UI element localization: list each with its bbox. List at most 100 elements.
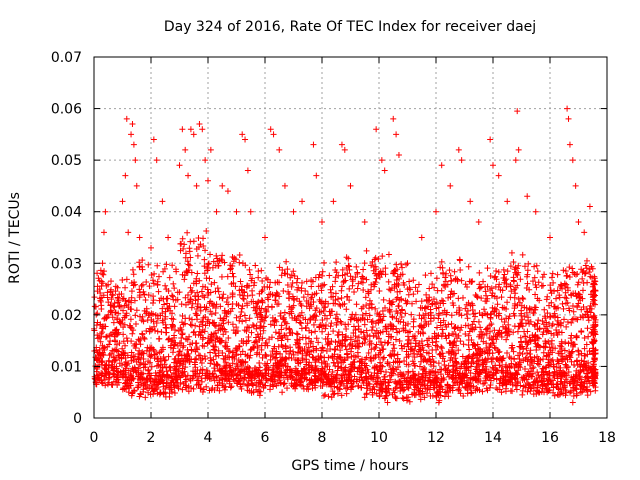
data-point bbox=[110, 319, 117, 326]
data-point bbox=[173, 366, 180, 373]
data-point bbox=[91, 373, 98, 380]
y-tick-label: 0.01 bbox=[51, 359, 82, 375]
data-point bbox=[183, 382, 190, 389]
data-point bbox=[216, 322, 223, 329]
data-point bbox=[290, 268, 297, 275]
data-point bbox=[273, 350, 280, 357]
data-point bbox=[160, 379, 167, 386]
data-point bbox=[511, 355, 518, 362]
data-point bbox=[448, 312, 455, 319]
data-point bbox=[269, 317, 276, 324]
data-point bbox=[510, 277, 517, 284]
data-point bbox=[181, 272, 188, 279]
data-point bbox=[584, 325, 591, 332]
data-point bbox=[256, 290, 263, 297]
data-point bbox=[122, 172, 129, 179]
data-point bbox=[264, 360, 271, 367]
data-point bbox=[214, 382, 221, 389]
data-point bbox=[97, 353, 104, 360]
data-point bbox=[143, 328, 150, 335]
data-point bbox=[174, 383, 181, 390]
data-point bbox=[143, 310, 150, 317]
data-point bbox=[234, 327, 241, 334]
data-point bbox=[535, 279, 542, 286]
data-point bbox=[162, 313, 169, 320]
data-point bbox=[287, 367, 294, 374]
data-point bbox=[176, 348, 183, 355]
data-point bbox=[140, 386, 147, 393]
data-point bbox=[243, 328, 250, 335]
data-point bbox=[168, 315, 175, 322]
data-point bbox=[226, 367, 233, 374]
data-point bbox=[236, 369, 243, 376]
data-point bbox=[208, 311, 215, 318]
data-point bbox=[115, 297, 122, 304]
data-point bbox=[354, 285, 361, 292]
data-point bbox=[140, 355, 147, 362]
data-point bbox=[98, 377, 105, 384]
data-point bbox=[153, 385, 160, 392]
data-point bbox=[480, 278, 487, 285]
data-point bbox=[238, 385, 245, 392]
data-point bbox=[136, 234, 143, 241]
data-point bbox=[185, 172, 192, 179]
data-point bbox=[188, 289, 195, 296]
data-point bbox=[574, 270, 581, 277]
data-point bbox=[199, 336, 206, 343]
data-point bbox=[122, 342, 129, 349]
data-point bbox=[464, 283, 471, 290]
data-point bbox=[270, 131, 277, 138]
data-point bbox=[165, 336, 172, 343]
data-point bbox=[213, 360, 220, 367]
data-point bbox=[116, 291, 123, 298]
data-point bbox=[120, 331, 127, 338]
data-point bbox=[215, 327, 222, 334]
data-point bbox=[94, 310, 101, 317]
data-point bbox=[125, 389, 132, 396]
data-point bbox=[114, 315, 121, 322]
data-point bbox=[215, 262, 222, 269]
data-point bbox=[241, 312, 248, 319]
data-point bbox=[520, 296, 527, 303]
data-point bbox=[222, 344, 229, 351]
data-point bbox=[148, 363, 155, 370]
data-point bbox=[259, 381, 266, 388]
data-point bbox=[111, 363, 118, 370]
data-point bbox=[252, 262, 259, 269]
data-point bbox=[302, 334, 309, 341]
data-point bbox=[166, 364, 173, 371]
data-point bbox=[566, 264, 573, 271]
data-point bbox=[229, 293, 236, 300]
data-point bbox=[186, 358, 193, 365]
data-point bbox=[122, 284, 129, 291]
data-point bbox=[188, 269, 195, 276]
data-point bbox=[325, 331, 332, 338]
data-point bbox=[240, 295, 247, 302]
data-point bbox=[150, 280, 157, 287]
data-point bbox=[202, 247, 209, 254]
data-point bbox=[263, 308, 270, 315]
data-point bbox=[490, 162, 496, 169]
data-point bbox=[99, 329, 106, 336]
data-point bbox=[262, 339, 269, 346]
data-point bbox=[212, 309, 219, 316]
data-point bbox=[98, 278, 105, 285]
data-point bbox=[159, 198, 166, 205]
data-point bbox=[264, 294, 271, 301]
data-point bbox=[279, 389, 286, 396]
data-point bbox=[179, 365, 186, 372]
data-point bbox=[298, 309, 305, 316]
data-point bbox=[385, 278, 392, 285]
data-point bbox=[153, 377, 160, 384]
data-point bbox=[98, 359, 105, 366]
data-point bbox=[126, 322, 133, 329]
data-point bbox=[224, 294, 231, 301]
data-point bbox=[193, 246, 200, 253]
data-point bbox=[171, 285, 178, 292]
data-point bbox=[205, 339, 212, 346]
data-point bbox=[347, 182, 354, 189]
data-point bbox=[563, 295, 570, 302]
data-point bbox=[386, 286, 393, 293]
data-point bbox=[136, 347, 143, 354]
data-point bbox=[229, 305, 236, 312]
